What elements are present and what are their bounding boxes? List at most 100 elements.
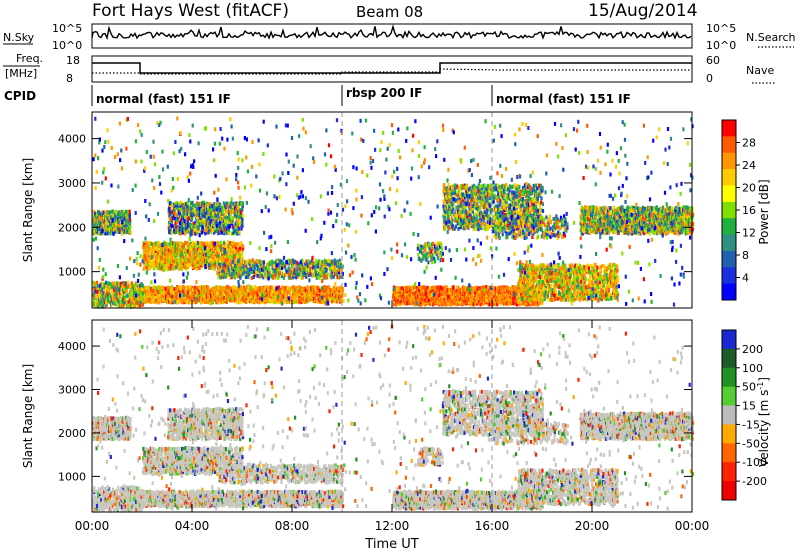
echo-cell — [259, 286, 261, 290]
cpid-segment-3: normal (fast) 151 IF — [496, 92, 631, 106]
echo-cell — [174, 246, 176, 250]
echo-cell — [294, 260, 296, 264]
echo-cell — [129, 210, 131, 214]
nsky-tick-high: 10^5 — [52, 22, 82, 35]
echo-cell — [241, 255, 243, 259]
echo-cell — [142, 292, 144, 296]
echo-cell — [219, 259, 221, 263]
echo-cell — [126, 289, 128, 293]
echo-cell — [162, 286, 164, 290]
echo-cell — [198, 230, 200, 234]
echo-cell — [314, 297, 316, 301]
echo-cell — [292, 259, 294, 263]
power-scatter — [92, 117, 694, 309]
echo-cell — [240, 262, 242, 266]
echo-cell — [281, 272, 283, 276]
echo-cell — [312, 261, 314, 265]
echo-cell — [174, 209, 176, 213]
echo-cell — [272, 286, 274, 290]
echo-cell — [235, 242, 237, 246]
echo-cell — [121, 232, 123, 236]
echo-cell — [188, 217, 190, 221]
echo-cell — [238, 243, 240, 247]
echo-cell — [213, 202, 215, 206]
echo-cell — [97, 290, 99, 294]
echo-cell — [94, 295, 96, 299]
echo-cell — [225, 227, 227, 231]
figure-title: Fort Hays West (fitACF) — [92, 1, 289, 21]
echo-cell — [250, 286, 252, 290]
echo-cell — [171, 220, 173, 224]
echo-cell — [142, 284, 144, 288]
echo-cell — [238, 227, 240, 231]
echo-cell — [281, 266, 283, 270]
echo-cell — [187, 249, 189, 253]
echo-cell — [238, 219, 240, 223]
echo-cell — [179, 241, 181, 245]
echo-cell — [225, 222, 227, 226]
echo-cell — [171, 224, 173, 228]
echo-cell — [254, 267, 256, 271]
echo-cell — [249, 268, 251, 272]
echo-cell — [332, 266, 334, 270]
echo-cell — [241, 221, 243, 225]
cpid-row: CPID normal (fast) 151 IF rbsp 200 IF no… — [4, 85, 631, 106]
echo-cell — [242, 201, 244, 205]
freq-trace — [92, 63, 692, 73]
echo-cell — [270, 285, 272, 289]
echo-cell — [518, 293, 520, 297]
echo-cell — [238, 263, 240, 267]
echo-cell — [188, 264, 190, 268]
echo-cell — [424, 286, 426, 290]
freq-tick-high: 18 — [66, 54, 80, 67]
freq-unit-label: [MHz] — [5, 67, 37, 80]
nsky-tick-low: 10^0 — [52, 39, 82, 52]
echo-cell — [453, 286, 455, 290]
echo-cell — [149, 247, 151, 251]
nsky-label: N.Sky — [3, 31, 35, 44]
echo-cell — [148, 286, 150, 290]
echo-cell — [326, 268, 328, 272]
freq-tick-low: 8 — [66, 72, 73, 85]
beam-label: Beam 08 — [356, 3, 423, 21]
echo-cell — [512, 300, 514, 304]
echo-cell — [257, 274, 259, 278]
nave-tick-high: 60 — [706, 54, 720, 67]
cpid-segment-1: normal (fast) 151 IF — [96, 92, 231, 106]
echo-cell — [199, 285, 201, 289]
echo-cell — [319, 271, 321, 275]
echo-cell — [96, 281, 98, 285]
echo-cell — [204, 231, 206, 235]
echo-cell — [327, 272, 329, 276]
echo-cell — [119, 295, 121, 299]
echo-cell — [271, 260, 273, 264]
echo-cell — [202, 225, 204, 229]
echo-cell — [232, 260, 234, 264]
date-label: 15/Aug/2014 — [588, 1, 698, 21]
echo-cell — [507, 286, 509, 290]
echo-cell — [279, 271, 281, 275]
echo-cell — [103, 211, 105, 215]
echo-cell — [251, 276, 253, 280]
echo-cell — [185, 286, 187, 290]
echo-cell — [220, 241, 222, 245]
echo-cell — [111, 290, 113, 294]
echo-cell — [209, 241, 211, 245]
cpid-label: CPID — [4, 89, 36, 103]
echo-cell — [216, 219, 218, 223]
nsearch-tick-low: 10^0 — [706, 39, 736, 52]
echo-cell — [127, 281, 129, 285]
nsearch-label: N.Search — [746, 31, 796, 44]
echo-cell — [192, 203, 194, 207]
freq-frame — [92, 56, 692, 82]
nsearch-tick-high: 10^5 — [706, 22, 736, 35]
echo-cell — [142, 303, 144, 307]
echo-cell — [296, 266, 298, 270]
echo-cell — [242, 214, 244, 218]
echo-cell — [207, 285, 209, 289]
freq-panel: Freq. [MHz] 18 8 60 0 Nave — [3, 52, 776, 85]
echo-cell — [263, 260, 265, 264]
echo-cell — [188, 243, 190, 247]
nsky-panel: N.Sky 10^5 10^0 10^5 10^0 N.Search — [3, 22, 796, 52]
echo-cell — [105, 281, 107, 285]
